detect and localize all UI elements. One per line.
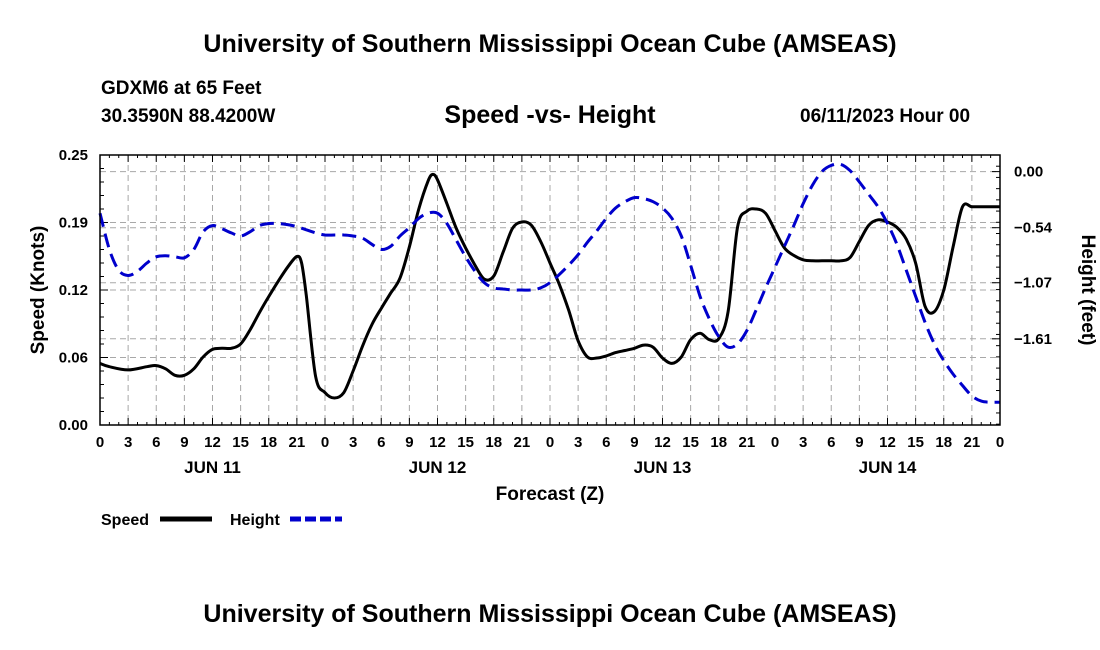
y-tick-label: 0.12 — [59, 282, 88, 299]
y2-tick-label: −1.07 — [1014, 275, 1052, 292]
x-tick-label: 12 — [429, 434, 446, 451]
day-label: JUN 14 — [859, 458, 917, 477]
x-tick-label: 21 — [964, 434, 981, 451]
x-tick-label: 21 — [739, 434, 756, 451]
x-tick-label: 18 — [260, 434, 277, 451]
x-tick-label: 0 — [771, 434, 779, 451]
x-tick-label: 3 — [799, 434, 807, 451]
data-series — [98, 162, 1001, 404]
y2-tick-label: 0.00 — [1014, 164, 1043, 181]
legend-label-speed: Speed — [101, 512, 149, 529]
y2-tick-label: −0.54 — [1014, 220, 1053, 237]
day-label: JUN 13 — [634, 458, 692, 477]
plot-frame — [99, 154, 1001, 426]
x-tick-label: 21 — [514, 434, 531, 451]
y-axis-title: Speed (Knots) — [28, 226, 49, 355]
x-tick-label: 6 — [827, 434, 835, 451]
x-tick-label: 18 — [935, 434, 952, 451]
x-tick-label: 9 — [855, 434, 863, 451]
x-tick-label: 0 — [321, 434, 329, 451]
station-label: GDXM6 at 65 Feet — [101, 78, 262, 99]
y2-tick-label: −1.61 — [1014, 331, 1052, 348]
day-label: JUN 12 — [409, 458, 467, 477]
x-tick-label: 12 — [204, 434, 221, 451]
x-tick-label: 15 — [907, 434, 924, 451]
x-tick-label: 18 — [485, 434, 502, 451]
footer-title: University of Southern Mississippi Ocean… — [203, 600, 897, 628]
speed-series-line — [99, 172, 1000, 400]
axis-labels: 0 3 6 9 12 15 18 21 0 3 6 9 12 15 18 21 0 3 6 9 12 15 18 21 0 3 6 9… — [28, 147, 1098, 505]
chart-subtitle: Speed -vs- Height — [444, 101, 656, 129]
x-tick-label: 6 — [377, 434, 385, 451]
y-tick-label: 0.19 — [59, 215, 88, 232]
x-tick-label: 0 — [546, 434, 554, 451]
x-tick-label: 9 — [630, 434, 638, 451]
day-label: JUN 11 — [184, 458, 241, 477]
height-series-line — [98, 162, 1001, 404]
y-tick-label: 0.06 — [59, 350, 88, 367]
x-tick-label: 15 — [457, 434, 474, 451]
x-tick-label: 3 — [124, 434, 132, 451]
y-tick-label: 0.25 — [59, 147, 88, 164]
x-tick-label: 0 — [996, 434, 1004, 451]
legend-label-height: Height — [230, 512, 280, 529]
chart-legend: Speed Height — [101, 512, 342, 529]
x-tick-label: 9 — [180, 434, 188, 451]
x-tick-label: 21 — [289, 434, 306, 451]
main-title: University of Southern Mississippi Ocean… — [203, 30, 897, 58]
forecast-datetime: 06/11/2023 Hour 00 — [800, 106, 971, 127]
x-tick-label: 15 — [232, 434, 249, 451]
x-tick-label: 6 — [152, 434, 160, 451]
y-tick-label: 0.00 — [59, 417, 88, 434]
x-tick-label: 3 — [574, 434, 582, 451]
x-tick-label: 12 — [879, 434, 896, 451]
x-tick-label: 3 — [349, 434, 357, 451]
x-tick-label: 6 — [602, 434, 610, 451]
x-tick-label: 12 — [654, 434, 671, 451]
y2-axis-title: Height (feet) — [1077, 235, 1098, 346]
coordinates-label: 30.3590N 88.4200W — [101, 106, 276, 127]
x-tick-label: 9 — [405, 434, 413, 451]
x-axis-title: Forecast (Z) — [496, 484, 605, 505]
x-tick-label: 0 — [96, 434, 104, 451]
x-tick-label: 15 — [682, 434, 699, 451]
grid-lines — [100, 155, 1000, 425]
x-tick-label: 18 — [710, 434, 727, 451]
